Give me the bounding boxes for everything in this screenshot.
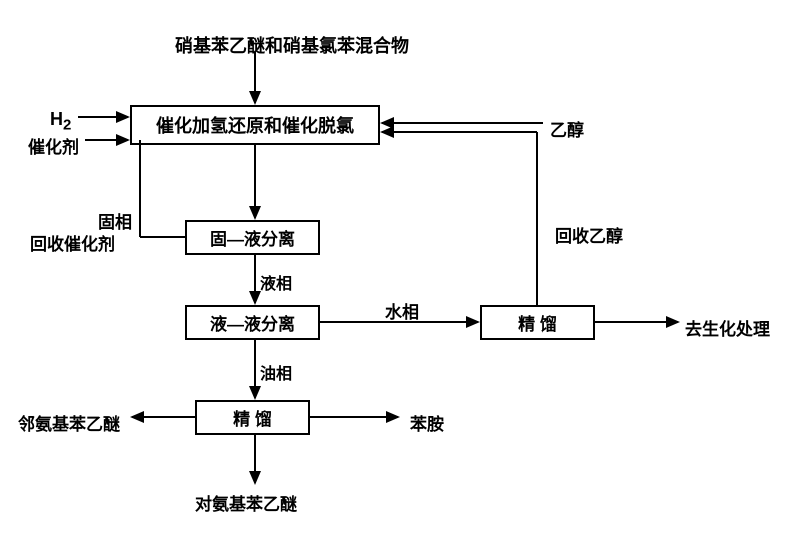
box-solid-liquid-sep: 固—液分离 [185, 220, 320, 255]
box-distillation-right-text: 精 馏 [518, 310, 557, 335]
label-aniline: 苯胺 [410, 410, 444, 435]
box-distillation-right: 精 馏 [480, 305, 595, 340]
label-top-feed: 硝基苯乙醚和硝基氯苯混合物 [175, 32, 409, 58]
box-solid-liquid-sep-text: 固—液分离 [210, 225, 295, 250]
label-catalyst: 催化剂 [28, 133, 79, 158]
box-distillation-bottom: 精 馏 [195, 400, 310, 435]
box-liquid-liquid-sep-text: 液—液分离 [210, 310, 295, 335]
box-distillation-bottom-text: 精 馏 [233, 405, 272, 430]
label-recover-catalyst: 回收催化剂 [30, 230, 115, 255]
label-oil-phase: 油相 [260, 360, 292, 384]
label-para-product: 对氨基苯乙醚 [195, 490, 297, 515]
label-ethanol: 乙醇 [550, 116, 584, 141]
flowchart-arrows [0, 0, 800, 549]
label-recover-ethanol: 回收乙醇 [555, 222, 623, 247]
label-to-bio: 去生化处理 [685, 315, 770, 340]
box-liquid-liquid-sep: 液—液分离 [185, 305, 320, 340]
label-h2: H2 [50, 109, 71, 134]
label-water-phase: 水相 [385, 298, 419, 323]
box-hydrogenation: 催化加氢还原和催化脱氯 [130, 105, 380, 145]
label-liquid-phase: 液相 [260, 270, 292, 294]
label-ortho-product: 邻氨基苯乙醚 [18, 410, 120, 435]
box-hydrogenation-text: 催化加氢还原和催化脱氯 [156, 112, 354, 138]
